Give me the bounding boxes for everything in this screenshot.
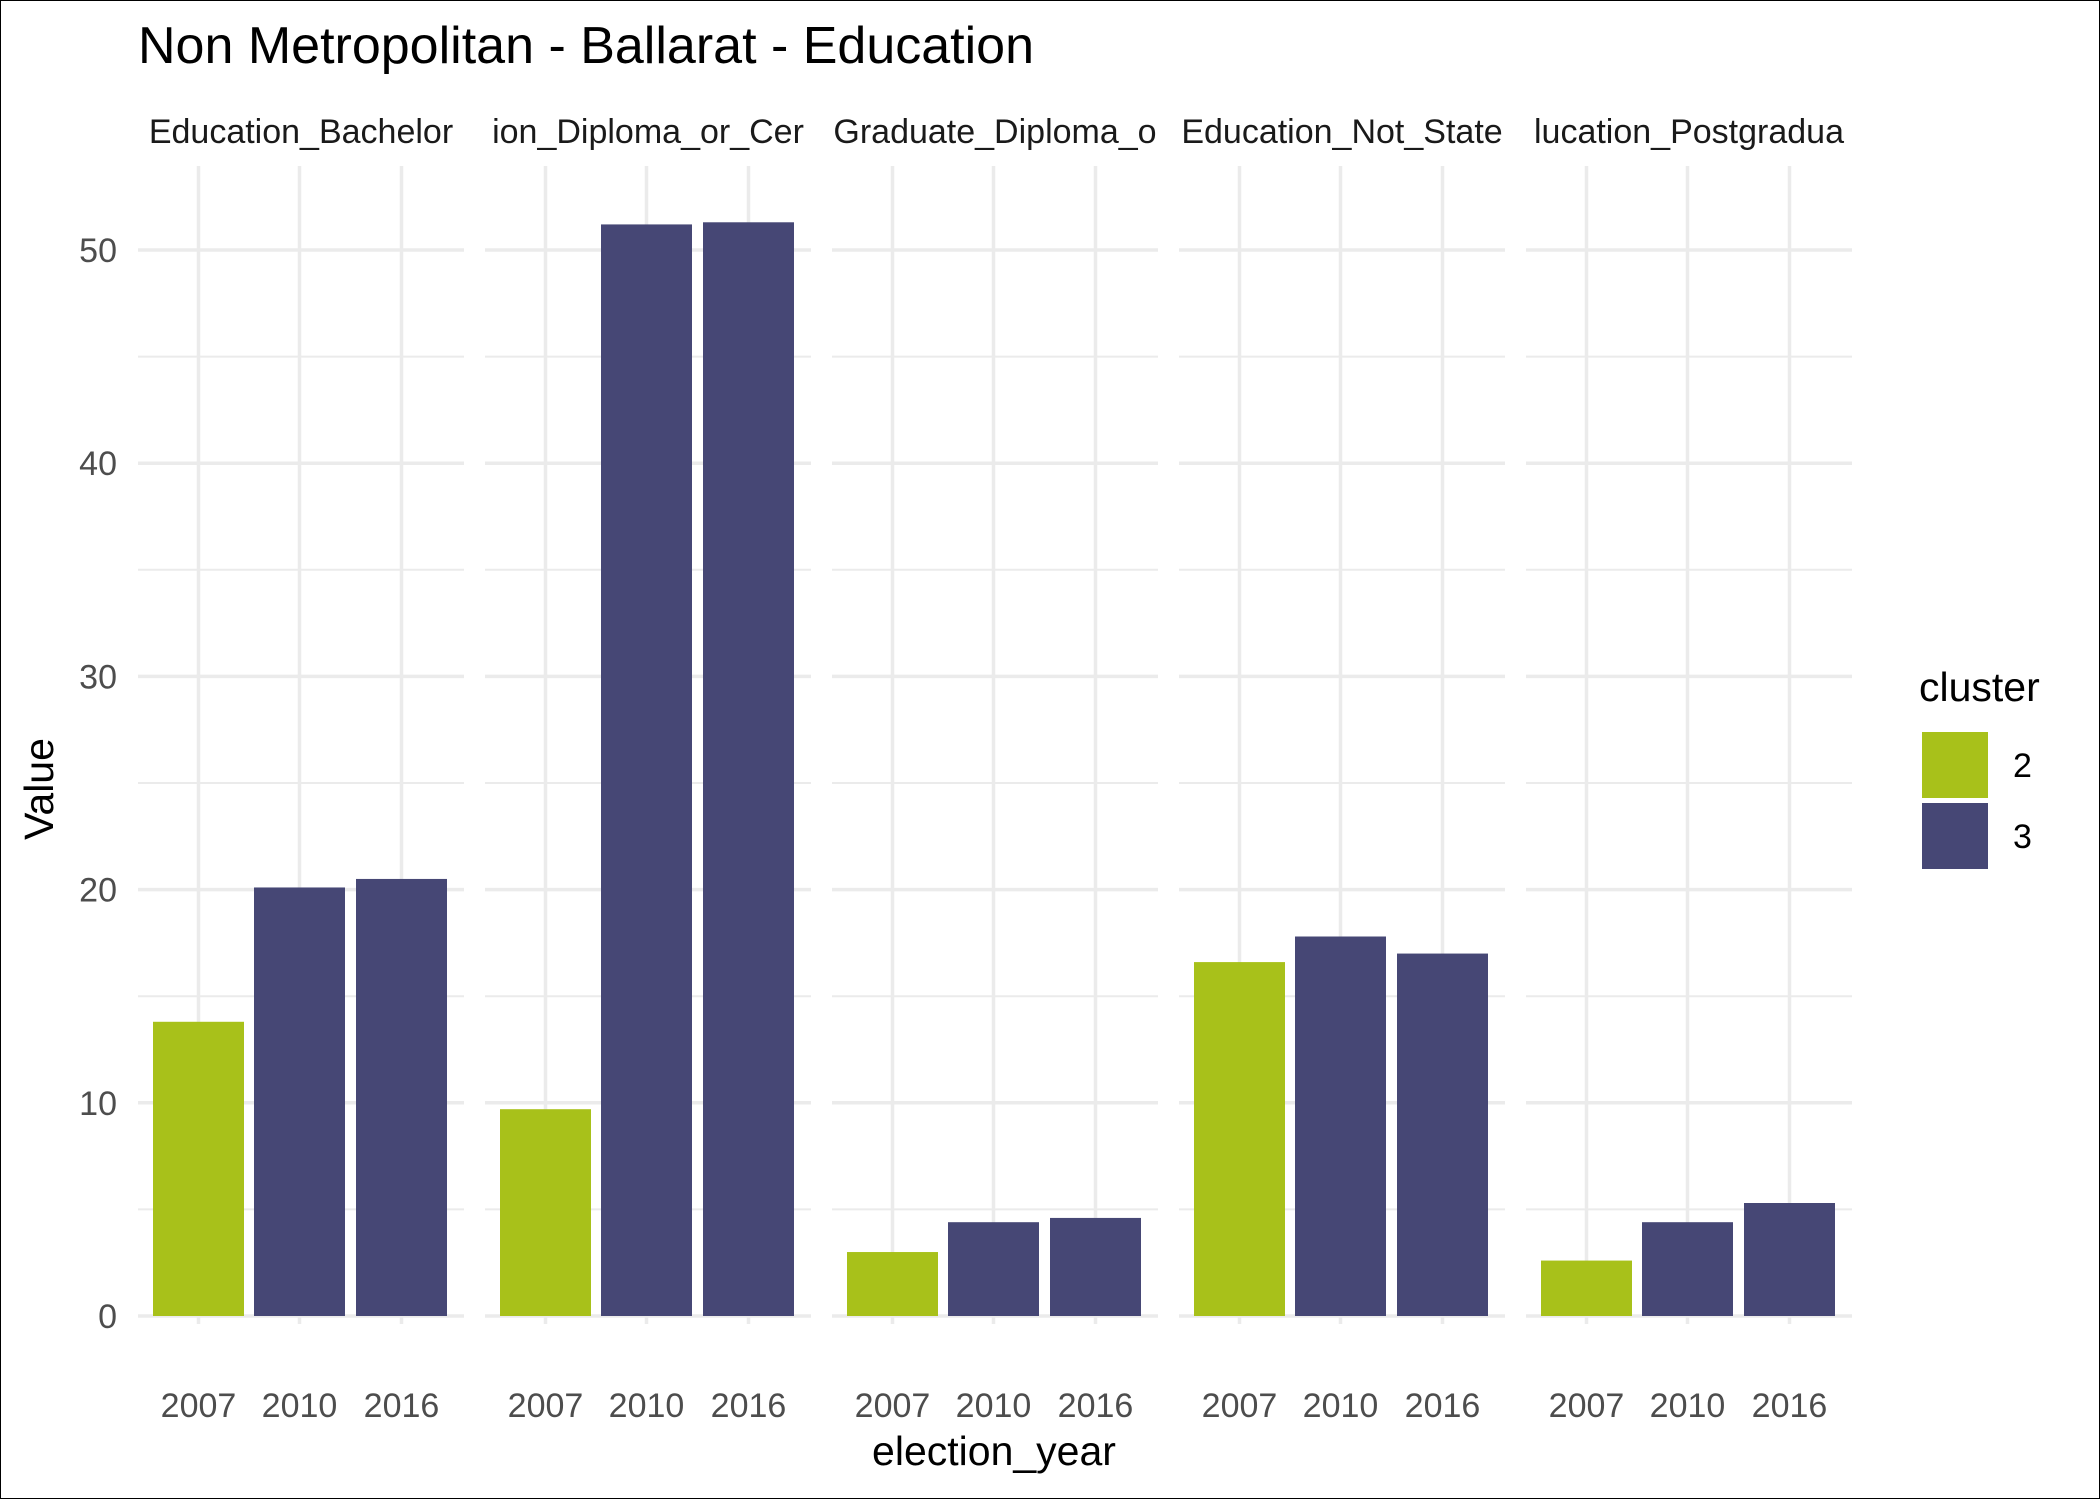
- legend-key: [1922, 732, 1988, 798]
- facet-panel: lucation_Postgradua 2007 2010 2016: [1526, 113, 1852, 1425]
- facet-strip-label: lucation_Postgradua: [1534, 113, 1844, 151]
- facet-panel: ion_Diploma_or_Cer 2007 2010 2016: [485, 113, 811, 1425]
- legend: cluster 2 3: [1919, 664, 2040, 869]
- x-tick-label: 2016: [711, 1387, 787, 1425]
- bar: [1295, 936, 1386, 1316]
- chart-title: Non Metropolitan - Ballarat - Education: [138, 17, 1034, 75]
- y-tick-label: 30: [79, 658, 117, 696]
- facet-strip-label: ion_Diploma_or_Cer: [492, 113, 804, 151]
- y-tick-label: 50: [79, 232, 117, 270]
- x-tick-label: 2016: [1405, 1387, 1481, 1425]
- legend-label: 3: [2013, 818, 2032, 856]
- x-tick-label: 2010: [1303, 1387, 1379, 1425]
- facet-panel: Graduate_Diploma_o 2007 2010 2016: [832, 113, 1158, 1425]
- y-axis-title: Value: [16, 738, 62, 840]
- x-tick-label: 2016: [364, 1387, 440, 1425]
- x-tick-label: 2007: [855, 1387, 931, 1425]
- x-tick-label: 2007: [508, 1387, 584, 1425]
- x-tick-label: 2010: [609, 1387, 685, 1425]
- legend-key: [1922, 803, 1988, 869]
- bar: [847, 1252, 938, 1316]
- x-tick-label: 2010: [1650, 1387, 1726, 1425]
- bar: [153, 1021, 244, 1316]
- bar: [1397, 953, 1488, 1316]
- y-axis: 0 10 20 30 40 50: [79, 232, 117, 1336]
- x-axis-title: election_year: [872, 1428, 1116, 1474]
- bar: [1194, 962, 1285, 1316]
- facet-strip-label: Graduate_Diploma_o: [833, 113, 1156, 151]
- x-tick-label: 2007: [1549, 1387, 1625, 1425]
- bar: [1050, 1217, 1141, 1316]
- y-tick-label: 10: [79, 1085, 117, 1123]
- bar: [601, 224, 692, 1316]
- y-tick-label: 0: [98, 1298, 117, 1336]
- bar: [356, 878, 447, 1316]
- bar: [254, 887, 345, 1316]
- legend-title: cluster: [1919, 664, 2040, 710]
- y-tick-label: 40: [79, 445, 117, 483]
- legend-label: 2: [2013, 747, 2032, 785]
- bar: [948, 1222, 1039, 1316]
- facet-strip-label: Education_Not_State: [1181, 113, 1502, 151]
- x-tick-label: 2007: [161, 1387, 237, 1425]
- bar: [1642, 1222, 1733, 1316]
- y-tick-label: 20: [79, 872, 117, 910]
- facet-strip-label: Education_Bachelor: [149, 113, 453, 151]
- x-tick-label: 2016: [1058, 1387, 1134, 1425]
- x-tick-label: 2010: [262, 1387, 338, 1425]
- facet-panel: Education_Bachelor 2007 2010 2016: [138, 113, 464, 1425]
- x-tick-label: 2007: [1202, 1387, 1278, 1425]
- facet-panel: Education_Not_State 2007 2010 2016: [1179, 113, 1505, 1425]
- bar: [703, 222, 794, 1317]
- x-tick-label: 2016: [1752, 1387, 1828, 1425]
- bar: [1744, 1203, 1835, 1316]
- bar: [500, 1109, 591, 1316]
- x-tick-label: 2010: [956, 1387, 1032, 1425]
- bar: [1541, 1260, 1632, 1316]
